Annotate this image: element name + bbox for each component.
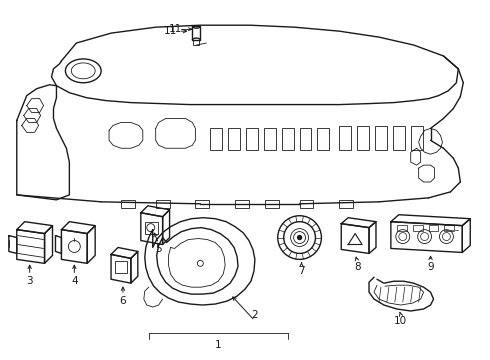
Bar <box>194 40 199 45</box>
Text: 11: 11 <box>164 26 177 36</box>
Bar <box>196 200 209 208</box>
Bar <box>339 126 351 150</box>
Bar <box>357 126 369 150</box>
Bar <box>393 126 405 150</box>
Bar <box>397 225 407 231</box>
Bar <box>413 225 422 231</box>
Bar <box>145 222 158 234</box>
Text: 5: 5 <box>155 244 162 255</box>
Bar <box>265 200 279 208</box>
Bar <box>429 225 439 231</box>
Bar <box>264 129 276 150</box>
Text: 3: 3 <box>26 276 33 286</box>
Bar <box>375 126 387 150</box>
Bar <box>411 126 422 150</box>
Text: 9: 9 <box>427 262 434 272</box>
Text: 6: 6 <box>120 296 126 306</box>
Bar <box>339 200 353 208</box>
Text: 11: 11 <box>169 24 182 34</box>
Bar <box>318 129 329 150</box>
Text: 10: 10 <box>394 316 407 326</box>
Bar <box>193 26 200 40</box>
Bar <box>444 225 454 231</box>
Bar <box>235 200 249 208</box>
Bar <box>246 129 258 150</box>
Bar <box>282 129 294 150</box>
Bar <box>115 261 127 273</box>
Text: 4: 4 <box>71 276 77 286</box>
Text: 1: 1 <box>215 340 221 350</box>
Bar <box>156 200 170 208</box>
Text: 2: 2 <box>251 310 258 320</box>
Text: 7: 7 <box>298 266 305 276</box>
Circle shape <box>297 235 301 239</box>
Bar <box>299 200 314 208</box>
Bar <box>228 129 240 150</box>
Bar <box>299 129 312 150</box>
Bar <box>210 129 222 150</box>
Bar <box>121 200 135 208</box>
Text: 8: 8 <box>354 262 361 272</box>
